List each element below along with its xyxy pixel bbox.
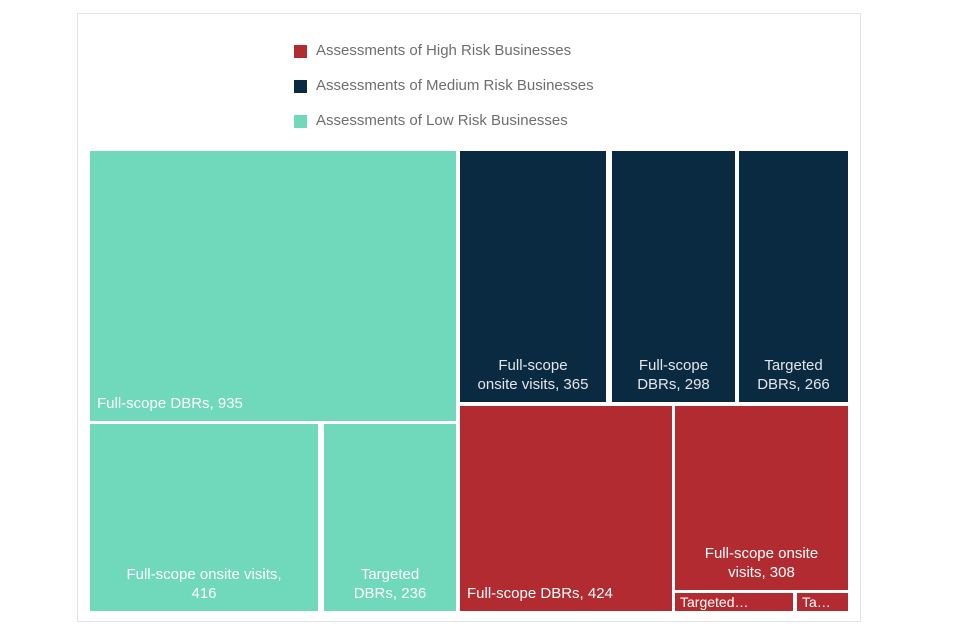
legend-item-assessments-of-high-risk-businesses[interactable]: Assessments of High Risk Businesses	[294, 42, 594, 60]
legend-label: Assessments of Medium Risk Businesses	[316, 77, 594, 94]
chart-card: Assessments of High Risk Businesses Asses…	[77, 13, 861, 622]
treemap-cell-label: Full-scope onsite visits, 308	[704, 545, 819, 581]
treemap-cell-high-targeted[interactable]: Targeted…	[675, 593, 793, 611]
treemap-cell-high-ta[interactable]: Ta…	[797, 593, 848, 611]
legend-swatch-icon	[294, 79, 307, 93]
legend-item-assessments-of-low-risk-businesses[interactable]: Assessments of Low Risk Businesses	[294, 112, 594, 130]
legend-item-assessments-of-medium-risk-businesses[interactable]: Assessments of Medium Risk Businesses	[294, 77, 594, 95]
legend: Assessments of High Risk Businesses Asses…	[294, 42, 594, 130]
treemap-cell-label: Full-scope onsite visits, 365	[477, 357, 589, 393]
legend-label: Assessments of Low Risk Businesses	[316, 112, 568, 129]
treemap-cell-high-full-scope-dbrs[interactable]: Full-scope DBRs, 424	[460, 406, 672, 611]
treemap-cell-medium-full-scope-dbrs[interactable]: Full-scope DBRs, 298	[612, 151, 735, 402]
legend-swatch-icon	[294, 44, 307, 58]
treemap-cell-label: Full-scope onsite visits, 416	[126, 566, 282, 602]
treemap-cell-low-targeted-dbrs[interactable]: Targeted DBRs, 236	[324, 424, 456, 611]
treemap: Full-scope DBRs, 935 Full-scope onsite vi…	[90, 151, 848, 611]
legend-swatch-icon	[294, 114, 307, 128]
treemap-cell-high-full-scope-onsite-visits[interactable]: Full-scope onsite visits, 308	[675, 406, 848, 590]
treemap-cell-low-full-scope-dbrs[interactable]: Full-scope DBRs, 935	[90, 151, 456, 421]
treemap-cell-low-full-scope-onsite-visits[interactable]: Full-scope onsite visits, 416	[90, 424, 318, 611]
treemap-cell-label: Full-scope DBRs, 424	[467, 585, 613, 602]
treemap-cell-label: Full-scope DBRs, 935	[97, 395, 243, 412]
treemap-cell-label: Ta…	[802, 594, 831, 610]
treemap-cell-medium-targeted-dbrs[interactable]: Targeted DBRs, 266	[739, 151, 848, 402]
treemap-cell-label: Targeted DBRs, 236	[353, 566, 427, 602]
treemap-cell-label: Full-scope DBRs, 298	[637, 357, 710, 393]
treemap-cell-medium-full-scope-onsite-visits[interactable]: Full-scope onsite visits, 365	[460, 151, 606, 402]
treemap-cell-label: Targeted DBRs, 266	[757, 357, 830, 393]
treemap-cell-label: Targeted…	[680, 594, 749, 610]
legend-label: Assessments of High Risk Businesses	[316, 42, 572, 59]
